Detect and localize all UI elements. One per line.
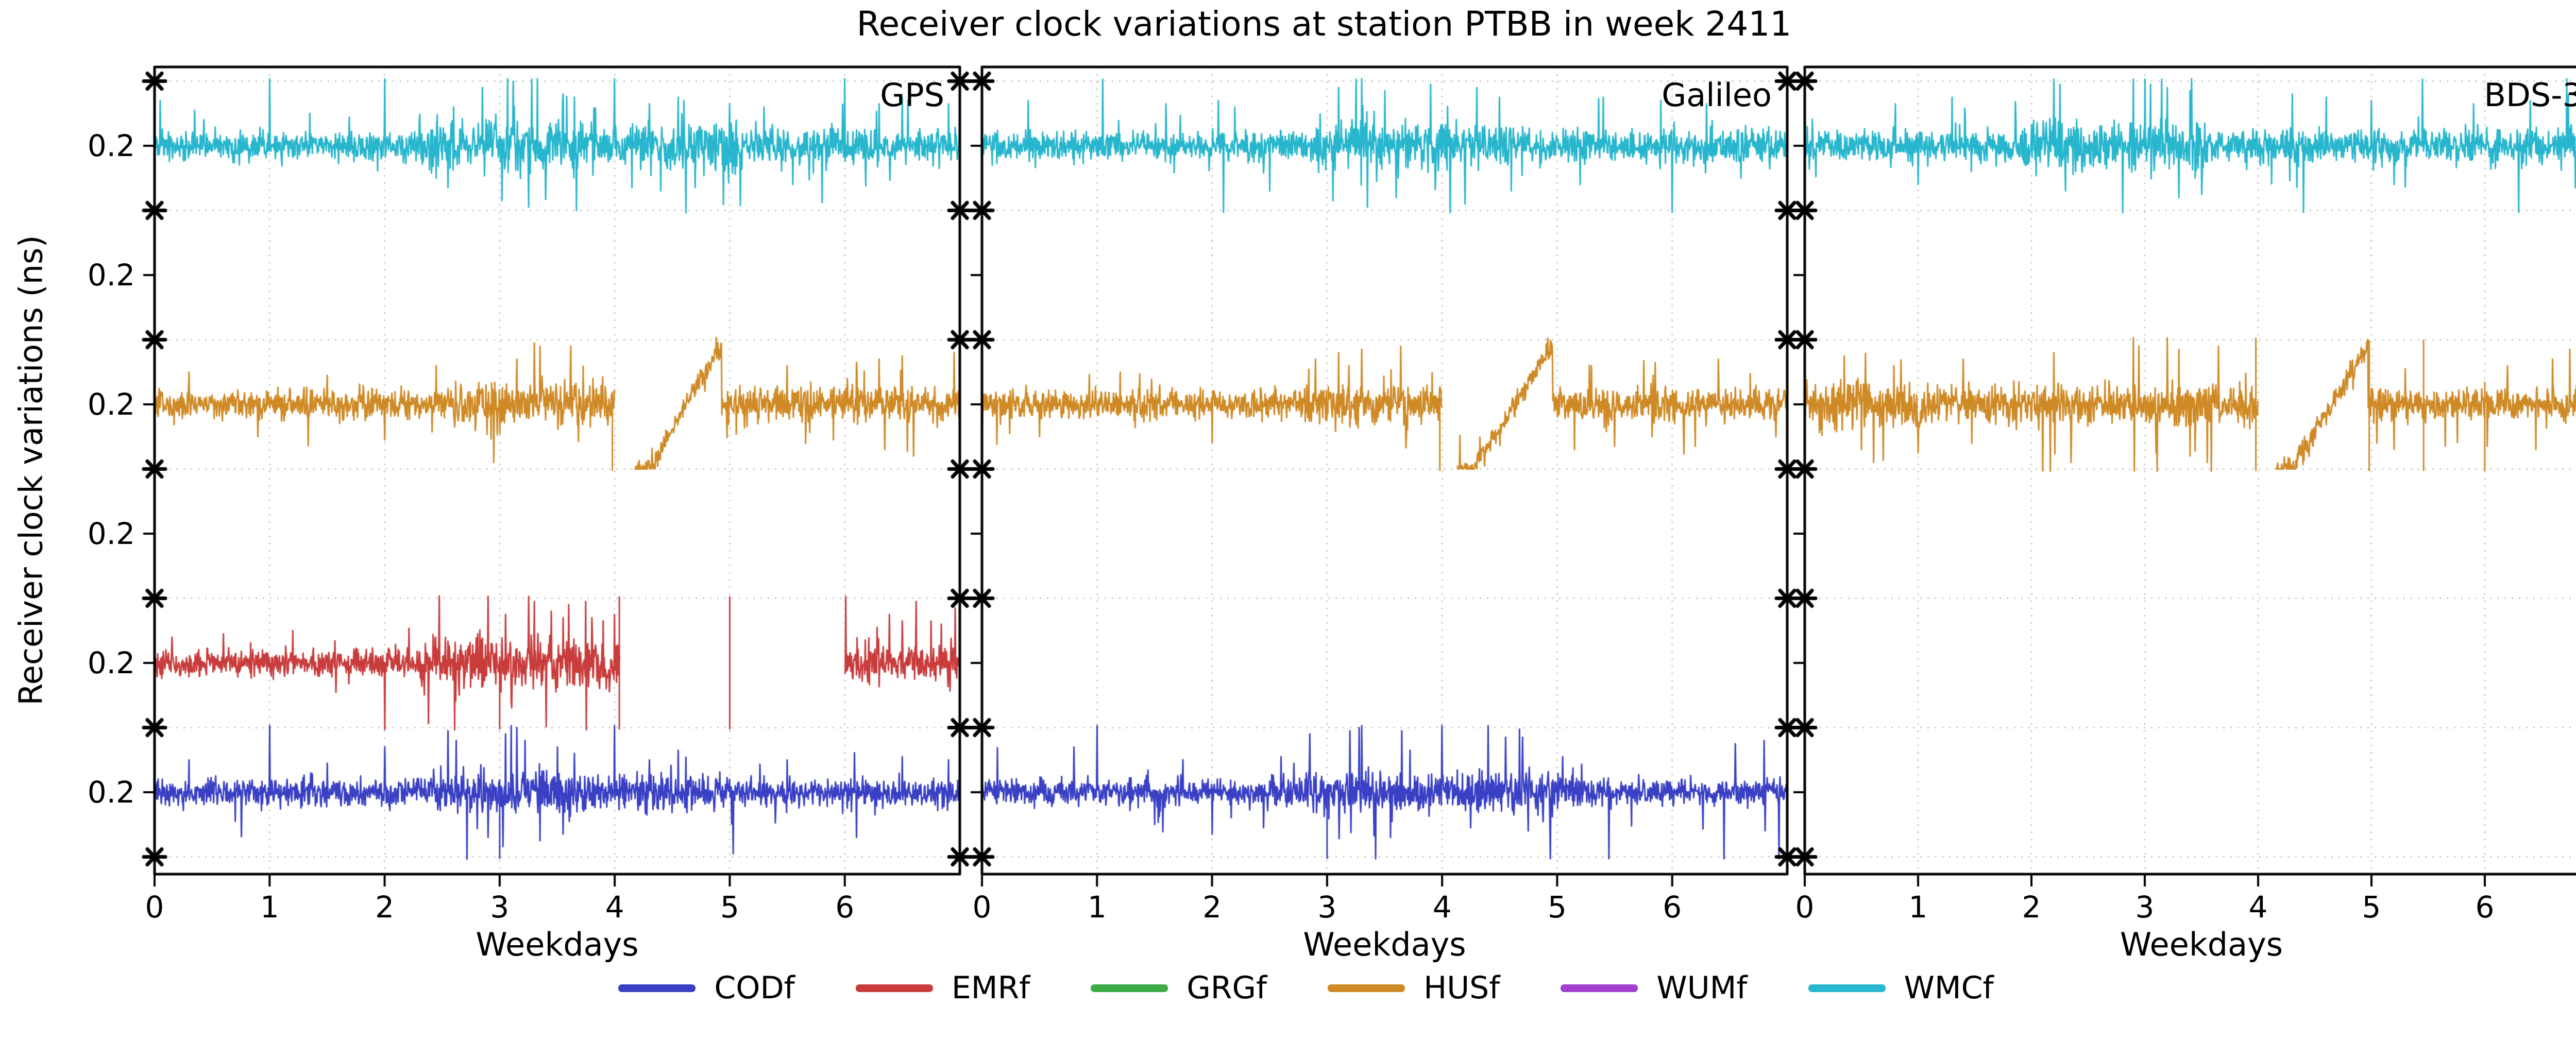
- x-tick-label: 3: [1317, 890, 1337, 925]
- x-axis-label: Weekdays: [2120, 926, 2283, 963]
- legend-item-CODf: CODf: [618, 970, 795, 1006]
- legend-swatch-HUSf: [1328, 984, 1405, 992]
- panel-label-Galileo: Galileo: [1662, 76, 1772, 114]
- y-tick-label: 0.2: [87, 516, 135, 551]
- legend-item-HUSf: HUSf: [1328, 973, 1500, 1003]
- x-tick-label: 6: [1663, 890, 1682, 925]
- legend-swatch-WMCf: [1808, 984, 1886, 992]
- legend-label: HUSf: [1423, 970, 1500, 1006]
- y-tick-label: 0.2: [87, 645, 135, 680]
- legend: CODf EMRf GRGf HUSf WUMf WMCf: [0, 973, 2576, 1003]
- legend-swatch-CODf: [618, 984, 696, 992]
- x-tick-label: 3: [490, 890, 510, 925]
- legend-label: GRGf: [1187, 970, 1267, 1006]
- x-tick-label: 4: [2248, 890, 2268, 925]
- x-tick-label: 5: [1547, 890, 1567, 925]
- panel-label-BDS-3: BDS-3: [2484, 76, 2576, 114]
- legend-label: CODf: [714, 970, 795, 1006]
- x-tick-label: 1: [1087, 890, 1107, 925]
- legend-item-WUMf: WUMf: [1561, 970, 1748, 1006]
- legend-item-GRGf: GRGf: [1091, 973, 1267, 1003]
- legend-item-WMCf: WMCf: [1808, 973, 1994, 1003]
- x-tick-label: 0: [145, 890, 164, 925]
- y-axis-label: Receiver clock variations (ns): [12, 235, 50, 706]
- y-tick-label: 0.2: [87, 258, 135, 293]
- x-axis-label: Weekdays: [1303, 926, 1466, 963]
- y-tick-label: 0.2: [87, 387, 135, 422]
- x-tick-label: 0: [1795, 890, 1815, 925]
- x-axis-label: Weekdays: [476, 926, 639, 963]
- x-tick-label: 4: [605, 890, 624, 925]
- x-tick-label: 6: [2475, 890, 2495, 925]
- legend-label: WUMf: [1656, 970, 1748, 1006]
- x-tick-label: 5: [2362, 890, 2381, 925]
- legend-swatch-GRGf: [1091, 984, 1168, 992]
- legend-swatch-EMRf: [855, 984, 933, 992]
- x-tick-label: 1: [260, 890, 279, 925]
- x-tick-label: 2: [375, 890, 395, 925]
- x-tick-label: 1: [1908, 890, 1928, 925]
- legend-label: EMRf: [951, 970, 1030, 1006]
- legend-item-EMRf: EMRf: [855, 970, 1030, 1006]
- y-tick-label: 0.2: [87, 775, 135, 810]
- panel-label-GPS: GPS: [880, 76, 944, 114]
- figure-title: Receiver clock variations at station PTB…: [856, 4, 1792, 44]
- legend-swatch-WUMf: [1561, 984, 1638, 992]
- x-tick-label: 5: [720, 890, 739, 925]
- legend-label: WMCf: [1904, 970, 1994, 1006]
- y-tick-label: 0.2: [87, 128, 135, 163]
- x-tick-label: 2: [2022, 890, 2041, 925]
- x-tick-label: 2: [1202, 890, 1222, 925]
- x-tick-label: 3: [2135, 890, 2155, 925]
- x-tick-label: 0: [972, 890, 992, 925]
- x-tick-label: 4: [1432, 890, 1452, 925]
- x-tick-label: 6: [835, 890, 855, 925]
